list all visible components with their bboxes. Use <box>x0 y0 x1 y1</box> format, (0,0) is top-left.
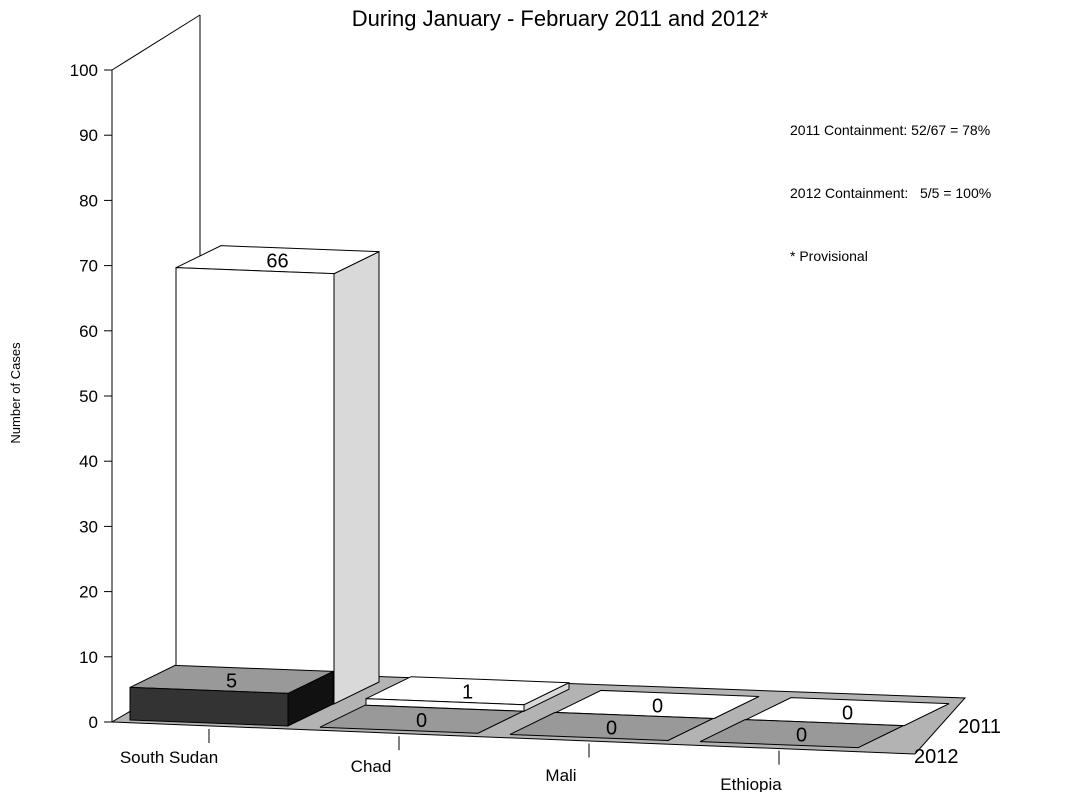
data-label: 5 <box>226 670 237 692</box>
bar-top <box>319 704 524 734</box>
data-label: 0 <box>652 695 663 717</box>
y-tick-label: 40 <box>79 452 98 471</box>
data-label: 0 <box>606 717 617 739</box>
y-tick-label: 60 <box>79 322 98 341</box>
note-2011: 2011 Containment: 52/67 = 78% <box>790 122 991 138</box>
x-tick-label: Ethiopia <box>720 775 782 792</box>
y-tick-label: 70 <box>79 257 98 276</box>
y-axis-label: Number of Cases <box>8 342 23 444</box>
y-tick-label: 80 <box>79 191 98 210</box>
y-tick-label: 90 <box>79 126 98 145</box>
x-tick-label: Chad <box>351 757 392 776</box>
y-tick-label: 30 <box>79 517 98 536</box>
chart-title: During January - February 2011 and 2012* <box>352 6 769 31</box>
note-provisional: * Provisional <box>790 248 868 264</box>
data-label: 0 <box>416 710 427 732</box>
y-tick-label: 20 <box>79 583 98 602</box>
y-tick-label: 50 <box>79 387 98 406</box>
data-label: 0 <box>796 725 807 747</box>
x-tick-label: South Sudan <box>120 748 218 767</box>
row-label-2011: 2011 <box>958 716 1001 738</box>
y-tick-label: 100 <box>70 61 98 80</box>
bar-side <box>333 250 380 705</box>
y-tick-label: 10 <box>79 648 98 667</box>
x-tick-label: Mali <box>545 766 576 785</box>
data-label: 1 <box>462 682 473 704</box>
bar-top <box>699 719 904 749</box>
data-label: 0 <box>842 703 853 725</box>
y-tick-label: 0 <box>89 713 98 732</box>
containment-notes: 2011 Containment: 52/67 = 78% 2012 Conta… <box>790 78 991 288</box>
back-wall-edge-top <box>111 14 201 71</box>
bar-top <box>509 711 714 741</box>
note-2012: 2012 Containment: 5/5 = 100% <box>790 185 992 201</box>
data-label: 66 <box>266 251 288 273</box>
bar-front <box>129 686 289 727</box>
bar-front <box>175 267 335 705</box>
row-label-2012: 2012 <box>914 746 959 768</box>
